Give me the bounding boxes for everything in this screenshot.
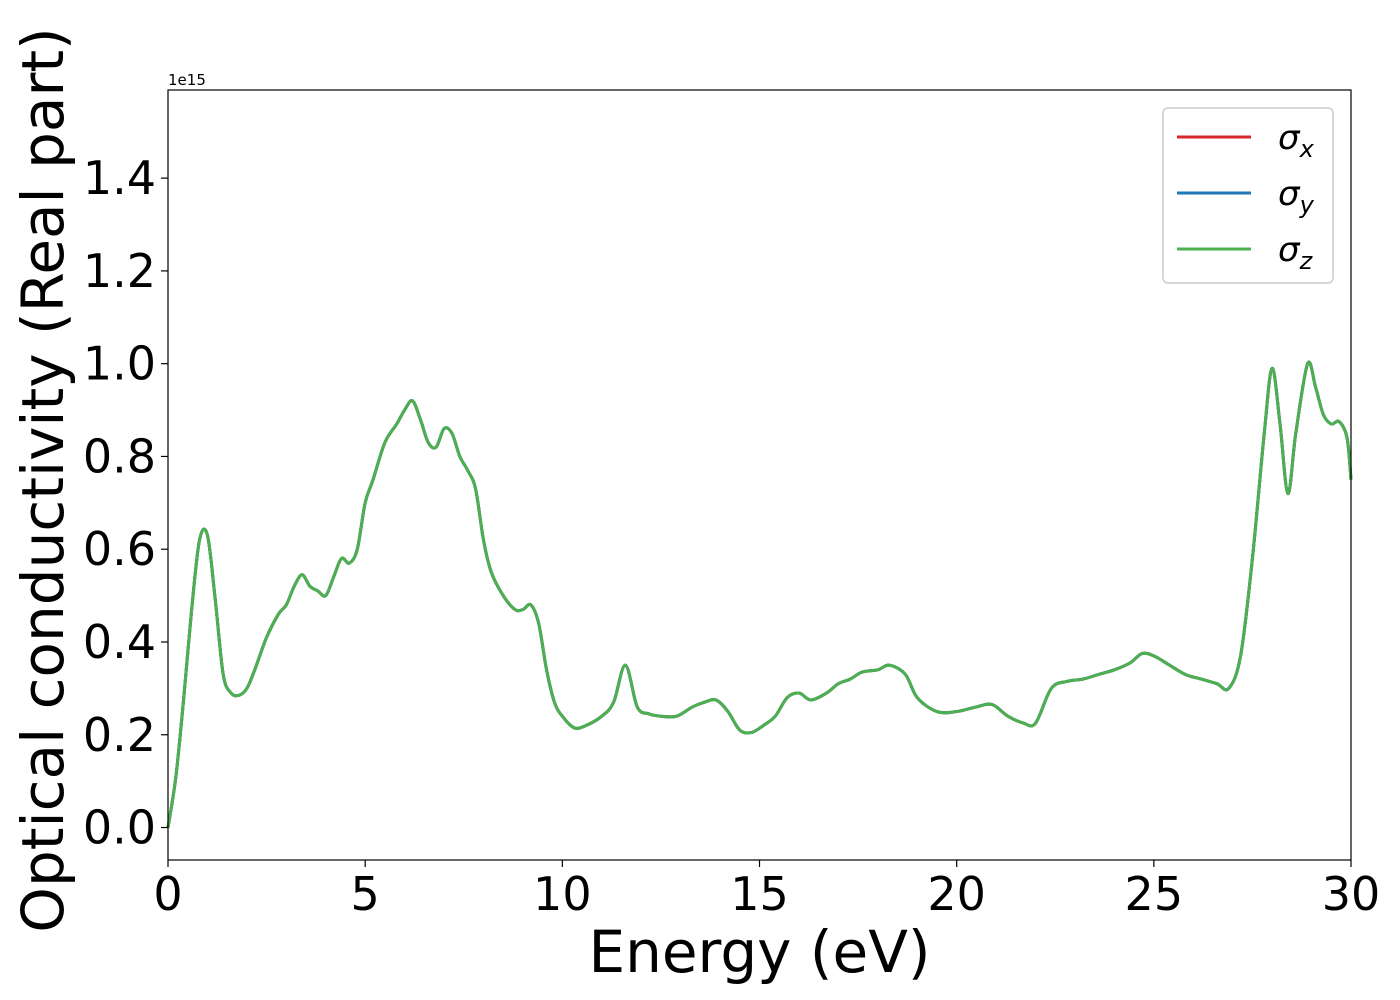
- legend-label: σy: [1278, 174, 1315, 219]
- y-tick-label: 0.4: [83, 615, 156, 669]
- y-tick-label: 1.0: [83, 337, 156, 391]
- legend: σx σy σz: [1162, 107, 1334, 284]
- legend-item-sigma-z: σz: [1177, 230, 1314, 275]
- legend-item-sigma-x: σx: [1177, 118, 1315, 163]
- x-tick-label: 10: [533, 867, 592, 921]
- x-tick-label: 30: [1322, 867, 1381, 921]
- y-offset-text: 1e15: [168, 71, 206, 89]
- y-tick-label: 0.0: [83, 801, 156, 855]
- series-line-z: [166, 360, 1353, 828]
- x-axis-label: Energy (eV): [588, 918, 930, 986]
- x-tick-label: 15: [730, 867, 789, 921]
- x-axis: 0 5 10 15 20 25 30: [153, 860, 1380, 921]
- legend-item-sigma-y: σy: [1177, 174, 1315, 219]
- x-tick-label: 25: [1125, 867, 1184, 921]
- y-tick-label: 1.2: [83, 244, 156, 298]
- y-tick-label: 0.6: [83, 522, 156, 576]
- y-axis-label: Optical conductivity (Real part): [9, 27, 77, 932]
- y-tick-label: 1.4: [83, 151, 156, 205]
- y-tick-label: 0.8: [83, 429, 156, 483]
- x-tick-label: 20: [927, 867, 986, 921]
- legend-box: [1162, 107, 1334, 284]
- legend-label: σx: [1278, 118, 1315, 163]
- series-layer: [166, 360, 1353, 828]
- x-tick-label: 0: [153, 867, 182, 921]
- y-tick-label: 0.2: [83, 708, 156, 762]
- legend-label: σz: [1278, 230, 1314, 275]
- y-axis: 0.0 0.2 0.4 0.6 0.8 1.0 1.2 1.4: [83, 151, 168, 855]
- x-tick-label: 5: [351, 867, 380, 921]
